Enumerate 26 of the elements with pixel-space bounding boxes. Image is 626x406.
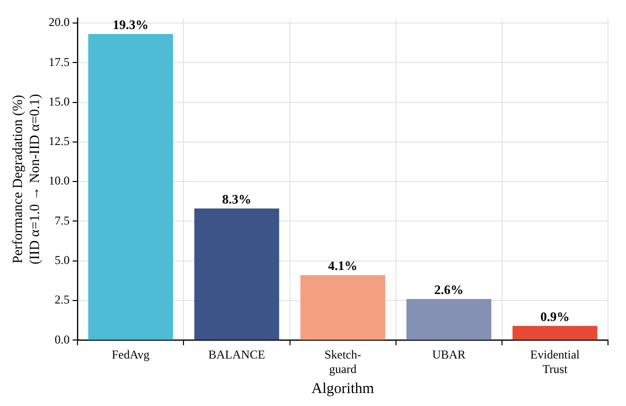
y-tick-label: 0.0 [54, 332, 70, 346]
data-label: 8.3% [222, 191, 252, 206]
y-tick-label: 12.5 [48, 134, 70, 148]
x-tick-label: BALANCE [208, 348, 266, 362]
x-tick-label: UBAR [432, 348, 466, 362]
y-tick-label: 15.0 [48, 94, 70, 108]
data-label: 0.9% [540, 308, 570, 324]
data-label: 4.1% [328, 258, 358, 274]
x-tick-label: Evidential Trust [530, 348, 580, 376]
data-label: 2.6% [434, 282, 464, 297]
bar [300, 275, 386, 340]
bar [88, 34, 174, 340]
y-tick-label: 20.0 [48, 15, 70, 30]
bar [512, 326, 598, 340]
y-axis-title: Performance Degradation (%) (IID α=1.0 → Non-IID α=0.1) [11, 94, 43, 264]
data-label: 19.3% [112, 16, 149, 32]
bar [194, 208, 280, 340]
x-axis-title: Algorithm [312, 380, 374, 397]
y-tick-label: 5.0 [54, 253, 70, 268]
x-tick-label: Sketch- guard [324, 348, 362, 376]
y-tick-label: 10.0 [48, 174, 70, 188]
x-tick-label: FedAvg [112, 348, 150, 362]
y-tick-label: 17.5 [48, 54, 70, 69]
y-tick-label: 2.5 [54, 292, 70, 307]
y-tick-label: 7.5 [54, 213, 70, 228]
bar [406, 298, 492, 340]
